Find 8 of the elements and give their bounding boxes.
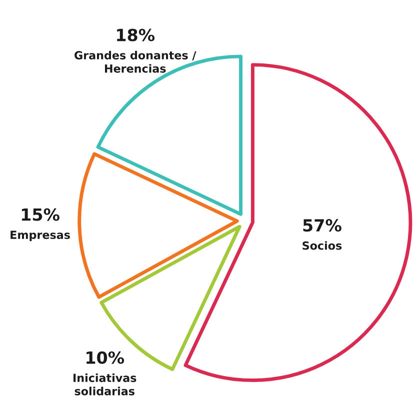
- data-label: 18%: [117, 28, 155, 42]
- data-label: 10%: [86, 351, 124, 364]
- data-label: 57%: [303, 219, 342, 232]
- slice-label: Iniciativas solidarias: [74, 373, 136, 396]
- slice-label: Grandes donantes / Herencias: [74, 50, 196, 73]
- slice-label: Socios: [302, 241, 342, 250]
- data-label: 15%: [22, 208, 60, 221]
- slice-label: Empresas: [10, 230, 70, 242]
